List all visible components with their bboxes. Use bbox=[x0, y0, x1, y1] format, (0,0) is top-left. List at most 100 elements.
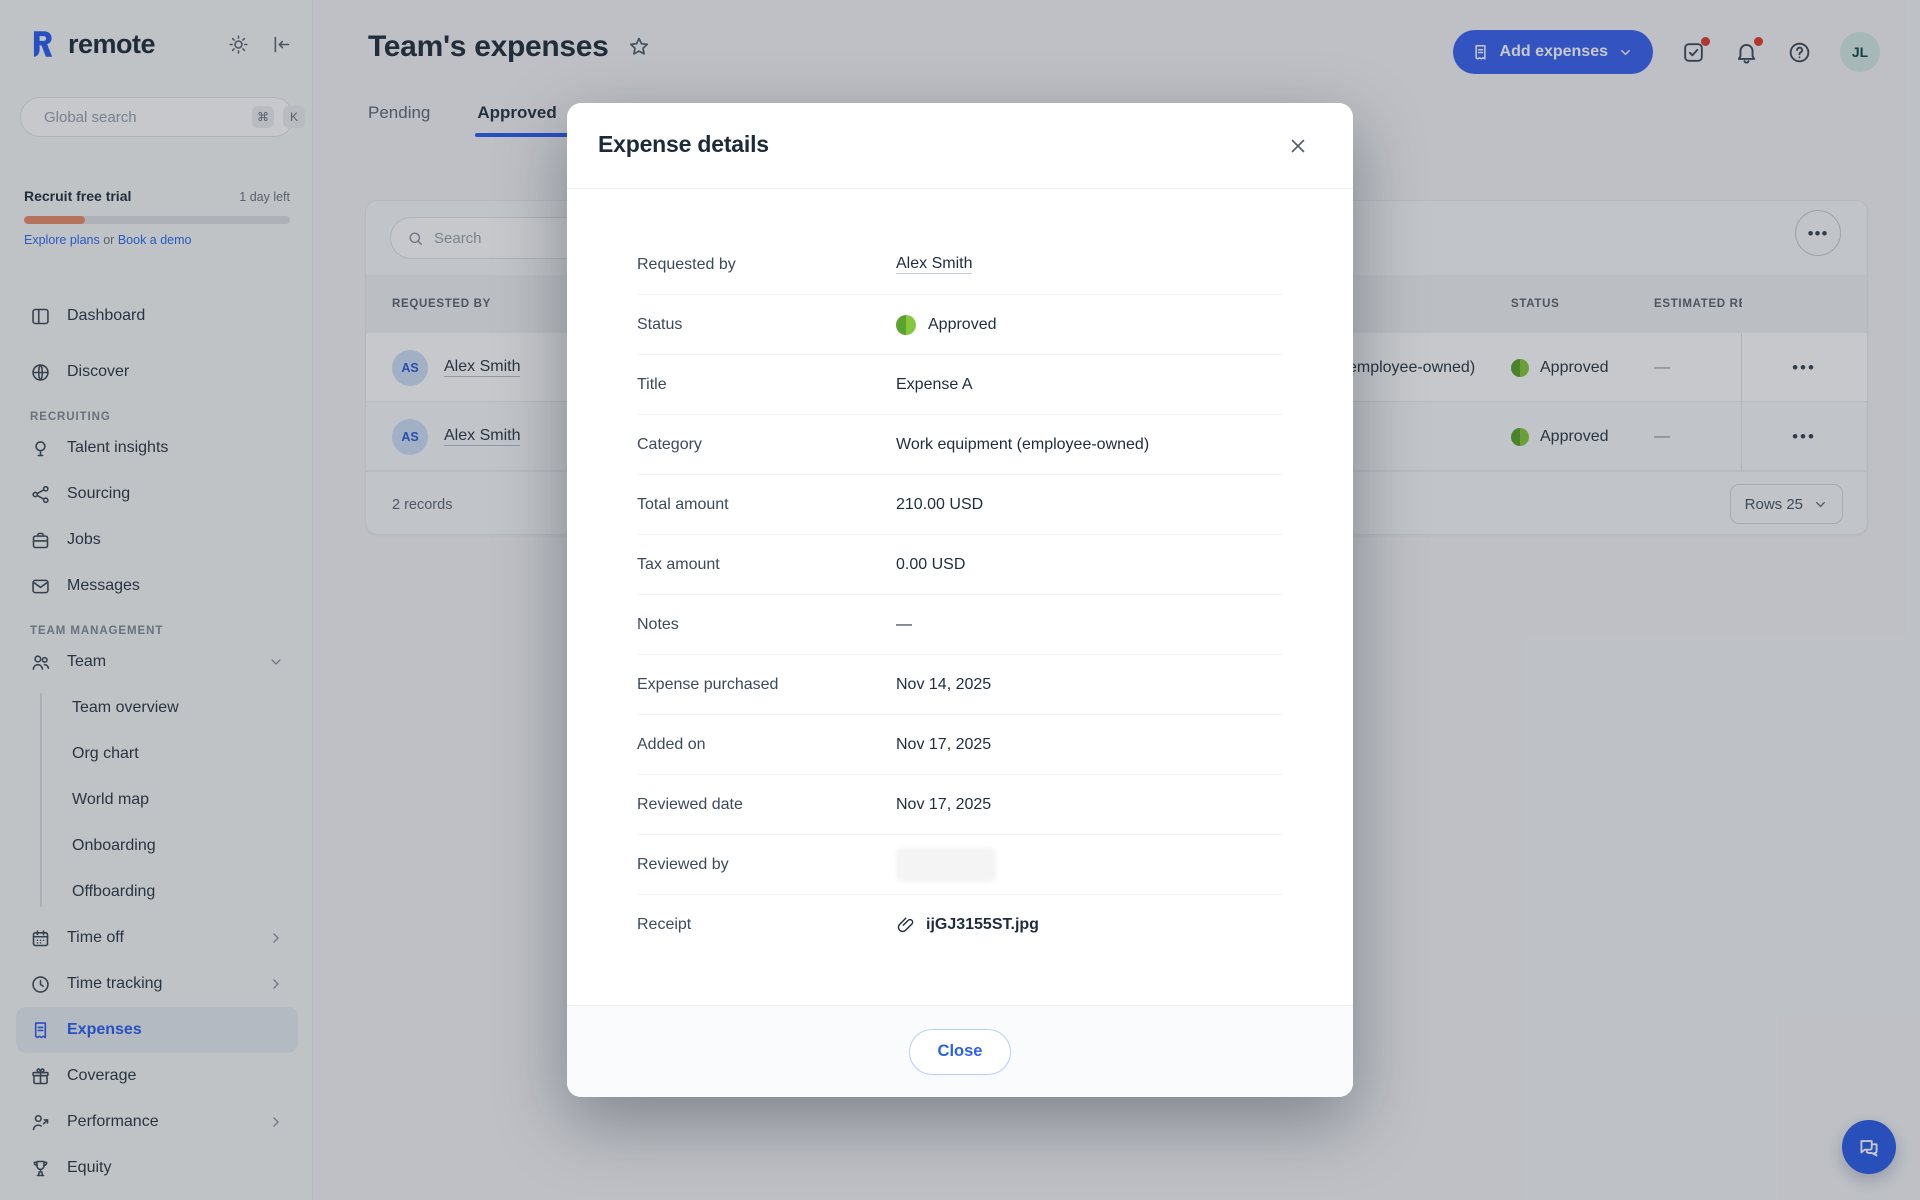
bell-icon bbox=[1737, 43, 1756, 64]
notifications-button[interactable] bbox=[1734, 36, 1763, 65]
add-expenses-button[interactable]: Add expenses bbox=[1452, 30, 1653, 74]
status-cell: Approved bbox=[1511, 402, 1609, 471]
sidebar-nav: Dashboard Discover RECRUITING Talent ins… bbox=[16, 293, 298, 1191]
table-options-button[interactable]: ••• bbox=[1795, 210, 1841, 256]
trial-progress-track bbox=[24, 216, 290, 224]
chat-fab-button[interactable] bbox=[1842, 1120, 1896, 1174]
tasks-check-icon bbox=[1684, 42, 1703, 62]
help-button[interactable] bbox=[1787, 40, 1812, 65]
sidebar-item-team[interactable]: Team bbox=[16, 639, 298, 685]
tabs: Pending Approved bbox=[368, 103, 584, 137]
page-title: Team's expenses bbox=[368, 30, 609, 63]
trophy-icon bbox=[33, 1160, 48, 1176]
modal-body: Requested by Alex Smith Status Approved … bbox=[567, 235, 1353, 955]
field-row-expense-purchased: Expense purchased Nov 14, 2025 bbox=[637, 655, 1283, 715]
sidebar-item-equity[interactable]: Equity bbox=[16, 1145, 298, 1191]
share-network-icon bbox=[32, 485, 49, 503]
sidebar-item-time-off[interactable]: Time off bbox=[16, 915, 298, 961]
search-icon bbox=[409, 231, 423, 245]
section-label-recruiting: RECRUITING bbox=[30, 411, 111, 423]
tab-pending[interactable]: Pending bbox=[368, 103, 431, 122]
field-row-added-on: Added on Nov 17, 2025 bbox=[637, 715, 1283, 775]
explore-plans-link[interactable]: Explore plans bbox=[24, 233, 100, 247]
briefcase-icon bbox=[32, 532, 49, 548]
total-amount-value: 210.00 USD bbox=[896, 495, 984, 513]
receipt-attachment-link[interactable]: ijGJ3155ST.jpg bbox=[896, 915, 1039, 935]
column-estimated-reimbursement[interactable]: ESTIMATED REIMBURSEMENT bbox=[1654, 298, 1742, 310]
column-status[interactable]: STATUS bbox=[1511, 298, 1560, 310]
status-value: Approved bbox=[928, 315, 997, 333]
receipt-icon bbox=[34, 1021, 47, 1038]
k-keycap: K bbox=[283, 106, 305, 128]
sidebar-item-team-overview[interactable]: Team overview bbox=[72, 699, 179, 716]
sidebar-item-messages[interactable]: Messages bbox=[16, 563, 298, 609]
sidebar-item-org-chart[interactable]: Org chart bbox=[72, 745, 139, 762]
sidebar: remote ⌘ K Recruit free trial 1 day left bbox=[0, 0, 313, 1200]
rows-per-page-select[interactable]: Rows 25 bbox=[1729, 484, 1843, 524]
calendar-icon bbox=[32, 929, 49, 946]
chevron-down-icon bbox=[271, 659, 281, 665]
employee-link[interactable]: Alex Smith bbox=[444, 358, 521, 377]
or-text: or bbox=[103, 233, 115, 247]
estimated-cell: — bbox=[1654, 427, 1670, 445]
status-cell: Approved bbox=[1511, 333, 1609, 402]
chat-bubbles-icon bbox=[1860, 1140, 1878, 1157]
requested-by-link[interactable]: Alex Smith bbox=[896, 255, 973, 274]
modal-footer: Close bbox=[567, 1005, 1353, 1097]
reviewed-date-value: Nov 17, 2025 bbox=[896, 795, 992, 813]
row-actions-button[interactable]: ••• bbox=[1792, 426, 1816, 446]
sidebar-item-offboarding[interactable]: Offboarding bbox=[72, 883, 156, 900]
global-search[interactable]: ⌘ K bbox=[20, 97, 305, 137]
requested-by-cell: AS Alex Smith bbox=[392, 333, 521, 402]
avatar: AS bbox=[392, 418, 428, 455]
sidebar-item-onboarding[interactable]: Onboarding bbox=[72, 837, 156, 854]
employee-link[interactable]: Alex Smith bbox=[444, 427, 521, 446]
topbar-actions: Add expenses JL bbox=[1452, 30, 1880, 74]
team-sub-list: Team overview Org chart World map Onboar… bbox=[16, 685, 298, 915]
modal-title: Expense details bbox=[598, 131, 769, 157]
tasks-button[interactable] bbox=[1681, 36, 1710, 65]
chevron-right-icon bbox=[273, 1117, 279, 1127]
field-row-total-amount: Total amount 210.00 USD bbox=[637, 475, 1283, 535]
estimated-cell: — bbox=[1654, 358, 1670, 376]
sidebar-item-dashboard[interactable]: Dashboard bbox=[16, 293, 298, 339]
field-row-status: Status Approved bbox=[637, 295, 1283, 355]
favorite-star-icon[interactable] bbox=[627, 35, 651, 59]
close-button[interactable]: Close bbox=[908, 1028, 1012, 1075]
trial-banner: Recruit free trial 1 day left Explore pl… bbox=[24, 188, 290, 247]
redacted-value bbox=[896, 847, 996, 882]
brand-name: remote bbox=[68, 28, 156, 59]
envelope-icon bbox=[32, 579, 49, 593]
added-on-value: Nov 17, 2025 bbox=[896, 735, 992, 753]
remote-logo-icon bbox=[33, 31, 53, 57]
requested-by-cell: AS Alex Smith bbox=[392, 402, 521, 471]
close-icon[interactable] bbox=[1287, 131, 1317, 161]
column-requested-by[interactable]: REQUESTED BY bbox=[392, 298, 492, 310]
records-count: 2 records bbox=[392, 496, 453, 513]
gift-icon bbox=[32, 1067, 49, 1084]
tax-amount-value: 0.00 USD bbox=[896, 555, 966, 573]
sidebar-item-talent-insights[interactable]: Talent insights bbox=[16, 425, 298, 471]
collapse-sidebar-button[interactable] bbox=[271, 34, 292, 55]
sticky-column-divider bbox=[1741, 333, 1742, 471]
tab-approved[interactable]: Approved bbox=[475, 103, 584, 137]
status-dot-icon bbox=[1511, 358, 1529, 377]
sidebar-item-discover[interactable]: Discover bbox=[16, 349, 298, 395]
field-row-category: Category Work equipment (employee-owned) bbox=[637, 415, 1283, 475]
book-demo-link[interactable]: Book a demo bbox=[117, 233, 192, 247]
row-actions-button[interactable]: ••• bbox=[1792, 357, 1816, 377]
sidebar-item-time-tracking[interactable]: Time tracking bbox=[16, 961, 298, 1007]
sidebar-item-coverage[interactable]: Coverage bbox=[16, 1053, 298, 1099]
field-row-receipt: Receipt ijGJ3155ST.jpg bbox=[637, 915, 1039, 935]
user-avatar[interactable]: JL bbox=[1840, 32, 1880, 72]
chevron-right-icon bbox=[273, 933, 279, 943]
sidebar-item-performance[interactable]: Performance bbox=[16, 1099, 298, 1145]
sidebar-item-world-map[interactable]: World map bbox=[72, 791, 150, 808]
sidebar-item-expenses[interactable]: Expenses bbox=[16, 1007, 298, 1053]
cmd-keycap: ⌘ bbox=[252, 106, 274, 128]
sidebar-item-sourcing[interactable]: Sourcing bbox=[16, 471, 298, 517]
global-search-input[interactable] bbox=[44, 108, 243, 126]
theme-toggle-button[interactable] bbox=[228, 34, 249, 55]
title-value: Expense A bbox=[896, 375, 973, 393]
sidebar-item-jobs[interactable]: Jobs bbox=[16, 517, 298, 563]
